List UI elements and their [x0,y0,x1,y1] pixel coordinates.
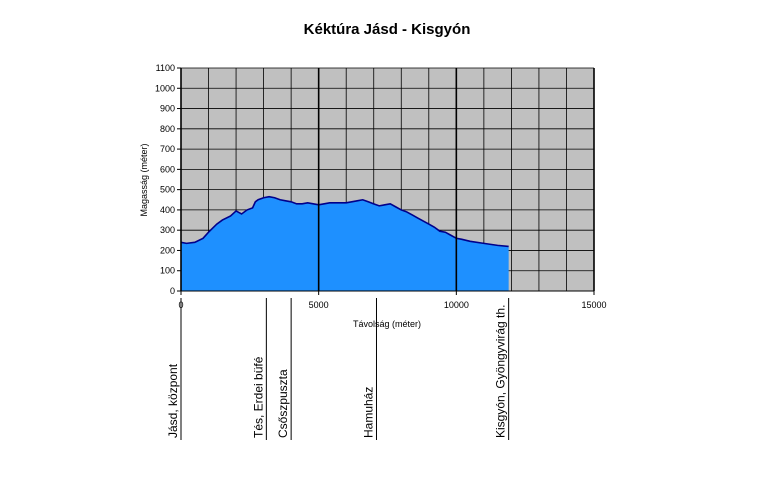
y-tick-label: 700 [160,144,175,154]
y-tick-label: 900 [160,104,175,114]
x-axis-label: Távolság (méter) [353,319,421,329]
x-tick-label: 10000 [444,300,469,310]
waypoint-markers: Jásd, központ Tés, Erdei büfé Csőszpuszta H… [166,298,510,440]
x-tick-label: 15000 [581,300,606,310]
waypoint-label: Hamuház [361,387,375,438]
y-tick-label: 600 [160,164,175,174]
y-tick-label: 400 [160,205,175,215]
waypoint-label: Kisgyón, Gyöngyvirág th. [494,305,508,438]
y-axis-ticks: 0 100 200 300 400 500 600 700 800 900 1000 1100 [155,63,181,296]
waypoint-label: Jásd, központ [166,363,180,438]
y-tick-label: 100 [160,266,175,276]
x-tick-label: 5000 [309,300,329,310]
waypoint-label: Tés, Erdei büfé [251,356,265,438]
y-tick-label: 500 [160,185,175,195]
y-tick-label: 0 [170,286,175,296]
elevation-line [180,195,509,248]
chart-title: Kéktúra Jásd - Kisgyón [304,21,471,38]
waypoint-label: Csőszpuszta [276,369,290,438]
y-axis-label: Magasság (méter) [139,143,149,216]
y-tick-label: 300 [160,225,175,235]
y-tick-label: 1100 [156,63,175,73]
y-tick-label: 200 [160,245,175,255]
y-tick-label: 800 [160,124,175,134]
y-tick-label: 1000 [155,83,175,93]
elevation-area [181,196,509,291]
axes [180,68,594,292]
